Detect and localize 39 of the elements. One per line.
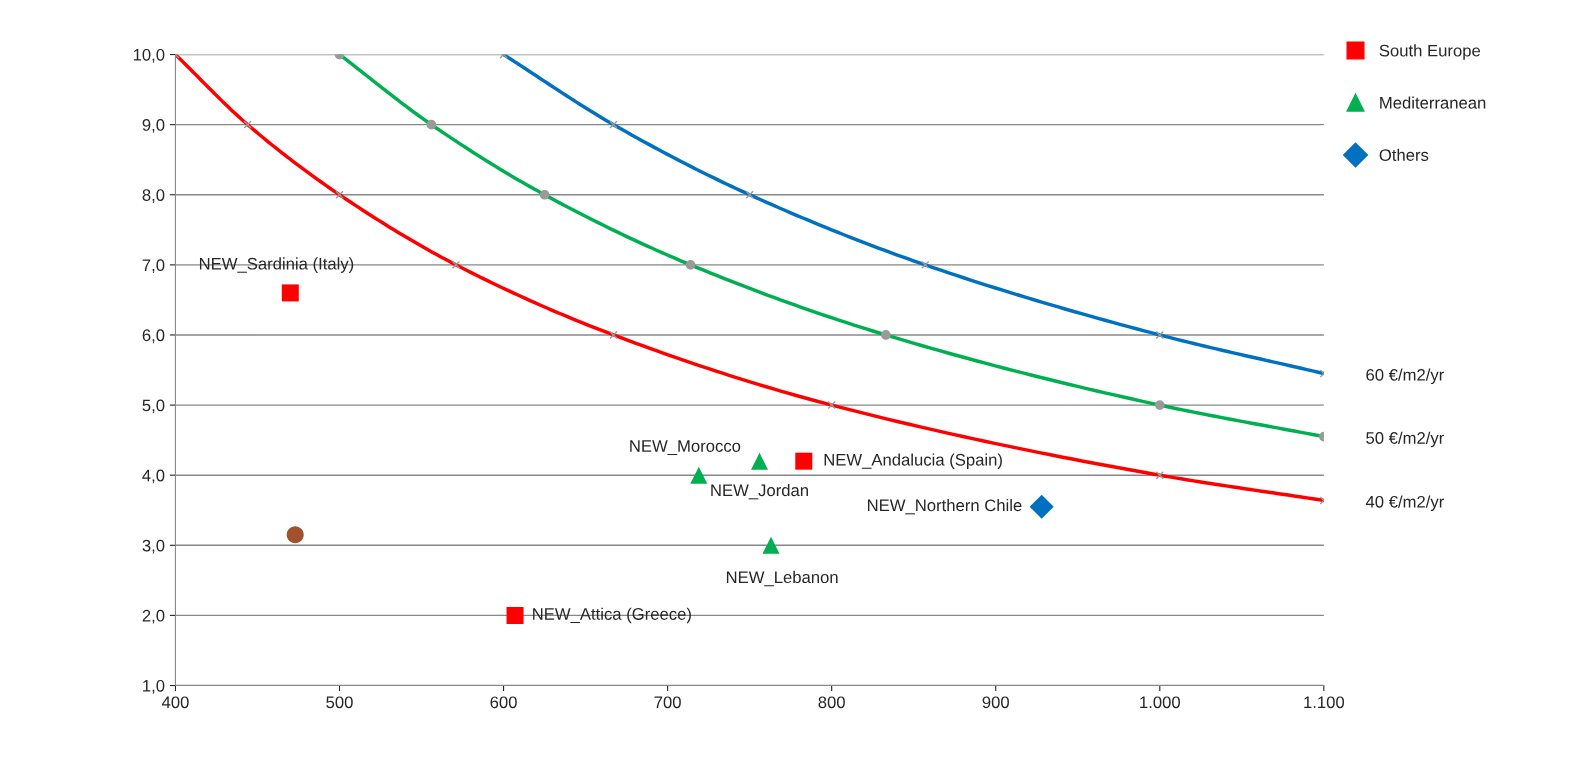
x-tick-label: 500 (326, 696, 353, 709)
point (1029, 494, 1054, 519)
y-tick-label: 8,0 (142, 189, 165, 203)
point (281, 284, 299, 302)
y-tick-label: 10,0 (133, 48, 165, 63)
y-tick-label: 1,0 (143, 679, 165, 694)
annotation: NEW_Northern Chile (867, 498, 1022, 515)
x-tick-label: 700 (654, 696, 681, 709)
x-tick-label: 1.100 (1304, 696, 1345, 709)
y-tick-label: 6,0 (142, 329, 165, 344)
y-tick-label: 2,0 (142, 609, 165, 624)
point (690, 466, 708, 484)
legend-label: South Europe (1379, 44, 1481, 60)
point (750, 452, 768, 470)
y-tick-label: 3,0 (142, 539, 165, 554)
point (286, 526, 304, 544)
annotation: NEW_Jordan (711, 483, 808, 500)
y-tick-label: 7,0 (142, 259, 165, 274)
x-tick-label: 600 (490, 696, 517, 709)
x-tick-label: 900 (982, 696, 1009, 709)
annotation: NEW_Sardinia (Italy) (199, 257, 354, 273)
y-tick-label: 5,0 (142, 399, 165, 414)
y-tick-label: 4,0 (142, 469, 165, 484)
annotation: NEW_Attica (Greece) (533, 607, 691, 624)
point (762, 536, 780, 554)
text: 50 €/m2/yr (1366, 431, 1444, 448)
text: 40 €/m2/yr (1365, 495, 1444, 511)
point (795, 452, 813, 470)
legend-label: Mediterranean (1380, 96, 1486, 109)
x-tick-label: 400 (161, 696, 189, 709)
text: 60 €/m2/yr (1366, 368, 1444, 385)
x-tick-label: 800 (818, 696, 845, 709)
y-tick-label: 9,0 (142, 119, 165, 133)
annotation: NEW_Andalucia (Spain) (824, 453, 1002, 469)
point (506, 606, 524, 624)
annotation: NEW_Lebanon (726, 570, 838, 587)
x-tick-label: 1.000 (1140, 696, 1180, 709)
annotation: NEW_Morocco (630, 440, 741, 456)
legend-label: Others (1379, 148, 1429, 161)
